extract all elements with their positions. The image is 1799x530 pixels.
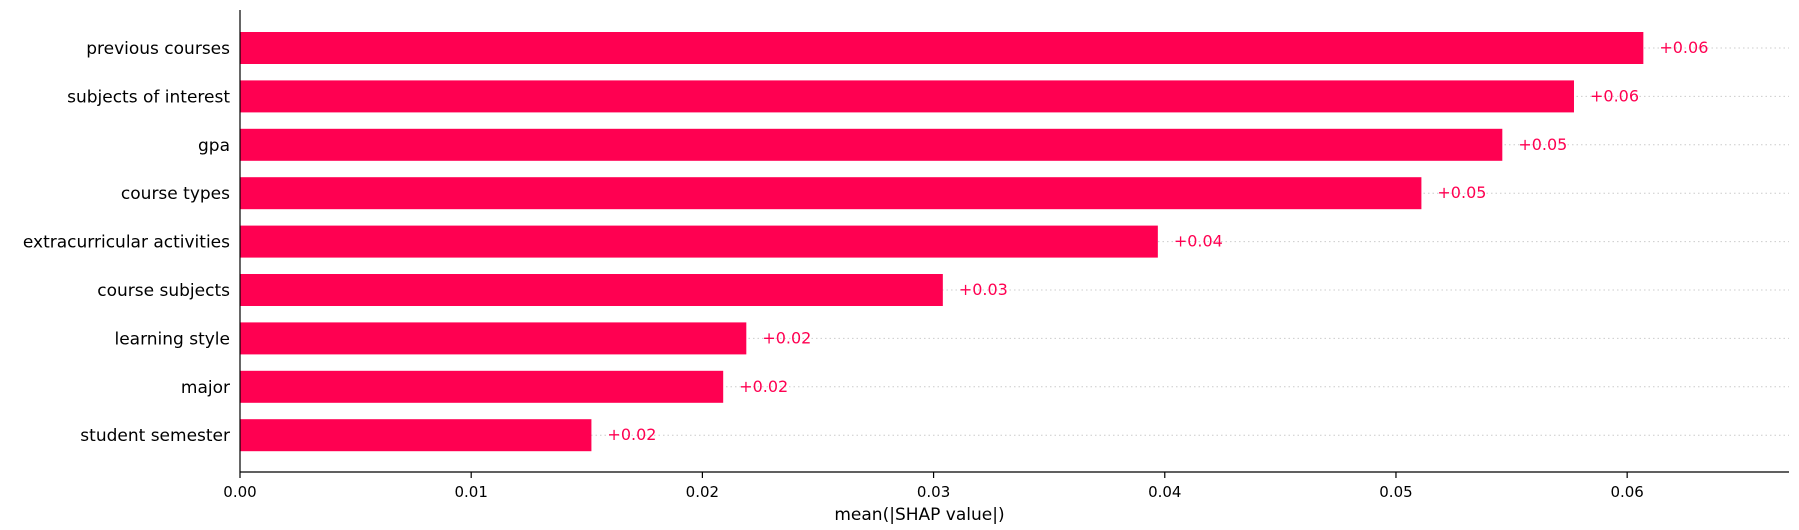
value-label: +0.06 (1659, 38, 1708, 57)
bar-major (240, 370, 724, 403)
value-label: +0.02 (739, 377, 788, 396)
category-label: major (181, 378, 230, 398)
value-label: +0.02 (607, 425, 656, 444)
bar-course-subjects (240, 274, 943, 306)
bar-gpa (240, 128, 1503, 161)
category-label: course types (121, 184, 230, 204)
x-tick-label: 0.00 (223, 483, 256, 501)
x-tick-label: 0.06 (1610, 483, 1643, 501)
category-label: previous courses (86, 39, 230, 59)
value-label: +0.06 (1590, 86, 1639, 105)
category-labels: previous courses subjects of interest gpa c… (23, 39, 230, 446)
bar-course-types (240, 177, 1422, 210)
value-label: +0.05 (1437, 183, 1486, 202)
bar-subjects-of-interest (240, 80, 1574, 113)
category-label: learning style (114, 329, 230, 349)
x-tick-label: 0.03 (917, 483, 950, 501)
bar-student-semester (240, 419, 592, 452)
category-label: course subjects (97, 281, 230, 301)
category-label: subjects of interest (67, 87, 230, 107)
value-label: +0.03 (959, 280, 1008, 299)
bar-learning-style (240, 322, 747, 355)
x-tick-label: 0.02 (686, 483, 719, 501)
bar-previous-courses (240, 32, 1644, 64)
value-label: +0.04 (1174, 232, 1223, 251)
bar-extracurricular-activities (240, 225, 1158, 258)
x-axis-title: mean(|SHAP value|) (834, 505, 1004, 525)
x-tick-label: 0.05 (1379, 483, 1412, 501)
axes: 0.00 0.01 0.02 0.03 0.04 0.05 0.06 (223, 10, 1789, 501)
x-tick-label: 0.01 (454, 483, 487, 501)
value-labels: +0.06 +0.06 +0.05 +0.05 +0.04 +0.03 +0.02 +0.02… (607, 38, 1708, 444)
x-tick-label: 0.04 (1148, 483, 1181, 501)
category-label: extracurricular activities (23, 233, 230, 253)
value-label: +0.02 (762, 328, 811, 347)
category-label: gpa (198, 136, 230, 156)
bars (240, 32, 1644, 452)
category-label: student semester (80, 426, 230, 446)
value-label: +0.05 (1518, 135, 1567, 154)
